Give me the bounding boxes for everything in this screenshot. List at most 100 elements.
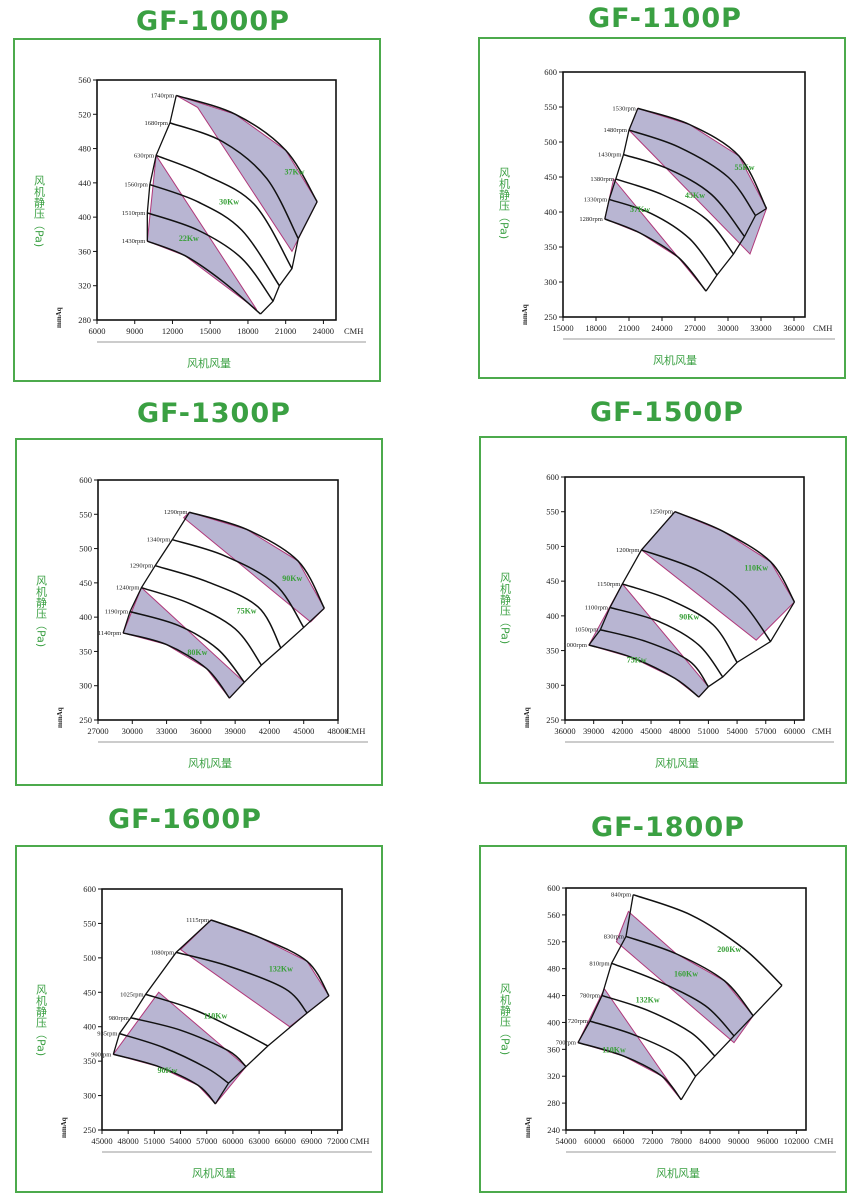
envelope-right (698, 601, 795, 698)
x-tick-label: 51000 (698, 726, 719, 736)
power-label: 90Kw (282, 574, 302, 583)
x-tick-label: 84000 (699, 1136, 720, 1146)
y-unit: mmAq (524, 1117, 532, 1138)
x-tick-label: 30000 (122, 726, 143, 736)
rpm-curve (154, 564, 282, 649)
chart-title: GF-1300P (137, 398, 291, 429)
plot-area (562, 71, 806, 318)
rpm-label: 1050rpm (575, 627, 598, 634)
x-tick-label: 15000 (552, 323, 573, 333)
x-tick-label: 66000 (613, 1136, 634, 1146)
rpm-label: 1150rpm (597, 581, 620, 588)
y-tick-label: 300 (544, 277, 557, 287)
rpm-label: 1430rpm (598, 152, 621, 159)
rpm-label: 1200rpm (616, 547, 639, 554)
y-tick-label: 300 (79, 681, 92, 691)
y-tick-label: 400 (78, 212, 91, 222)
rpm-curve (588, 644, 700, 698)
x-tick-label: 48000 (118, 1136, 139, 1146)
rpm-label: 1340rpm (147, 537, 170, 544)
chart-gf-1100p: 1280rpm 1330rpm 1380rpm 1430rpm 1480rpm 1530r… (498, 67, 835, 367)
y-tick-label: 600 (547, 883, 560, 893)
power-label: 90Kw (157, 1066, 177, 1075)
x-tick-label: 36000 (783, 323, 804, 333)
rpm-label: 630rpm (134, 152, 154, 159)
rpm-label: 1000rpm (563, 642, 586, 649)
rpm-curve (149, 183, 281, 287)
rpm-label: 1290rpm (130, 563, 153, 570)
y-tick-label: 450 (544, 172, 557, 182)
rpm-label: 1380rpm (590, 176, 613, 183)
x-tick-label: 66000 (275, 1136, 296, 1146)
rpm-curve (615, 178, 735, 255)
rpm-label: 1280rpm (579, 216, 602, 223)
y-axis-label: 风机静压（Pa) (499, 572, 512, 644)
rpm-curve (623, 153, 746, 237)
rpm-label: 980rpm (109, 1015, 129, 1022)
y-tick-label: 400 (79, 612, 92, 622)
x-axis-label: 风机风量 (188, 756, 232, 770)
y-tick-label: 280 (547, 1098, 560, 1108)
y-unit: mmAq (55, 307, 63, 328)
power-label: 75Kw (237, 607, 257, 616)
y-unit: mmAq (523, 707, 531, 728)
y-tick-label: 450 (79, 578, 92, 588)
rpm-curve (141, 586, 263, 666)
y-axis-label: 风机静压（Pa) (35, 575, 48, 647)
y-tick-label: 240 (547, 1125, 560, 1135)
y-tick-label: 350 (83, 1056, 96, 1066)
y-tick-label: 350 (546, 646, 559, 656)
x-unit: CMH (350, 1136, 369, 1146)
y-tick-label: 360 (78, 246, 91, 256)
y-tick-label: 320 (78, 281, 91, 291)
rpm-label: 1560rpm (124, 182, 147, 189)
rpm-curve (113, 1053, 217, 1105)
y-tick-label: 350 (79, 646, 92, 656)
rpm-curve (147, 212, 274, 302)
envelope-right (705, 207, 767, 292)
rpm-curve (589, 1020, 697, 1077)
x-tick-label: 18000 (585, 323, 606, 333)
envelope-right (228, 607, 325, 699)
y-tick-label: 450 (546, 576, 559, 586)
y-tick-label: 480 (78, 144, 91, 154)
envelope-left (146, 95, 177, 242)
y-tick-label: 600 (544, 67, 557, 77)
rpm-curve (641, 549, 772, 642)
envelope-left (122, 511, 190, 634)
y-tick-label: 520 (78, 109, 91, 119)
y-tick-label: 600 (83, 884, 96, 894)
y-tick-label: 550 (79, 509, 92, 519)
rpm-curve (600, 629, 710, 688)
power-label: 110Kw (602, 1046, 626, 1055)
x-tick-label: 54000 (726, 726, 747, 736)
power-label: 37Kw (284, 167, 304, 176)
rpm-curve (577, 1041, 682, 1101)
power-label: 110Kw (204, 1011, 228, 1020)
rpm-curve (625, 935, 754, 1017)
x-tick-label: 63000 (248, 1136, 269, 1146)
rpm-curve (130, 1017, 247, 1068)
x-tick-label: 48000 (327, 726, 348, 736)
rpm-label: 1680rpm (144, 120, 167, 127)
x-tick-label: 21000 (275, 326, 296, 336)
rpm-label: 1100rpm (585, 605, 608, 612)
rpm-curve (122, 632, 231, 699)
x-tick-label: 18000 (237, 326, 258, 336)
x-tick-label: 45000 (91, 1136, 112, 1146)
y-unit: mmAq (60, 1117, 68, 1138)
x-tick-label: 54000 (170, 1136, 191, 1146)
y-tick-label: 400 (544, 207, 557, 217)
rpm-label: 1190rpm (105, 609, 128, 616)
x-tick-label: 30000 (717, 323, 738, 333)
rpm-curve (155, 154, 293, 269)
rpm-curve (622, 583, 738, 663)
y-tick-label: 560 (547, 910, 560, 920)
x-tick-label: 15000 (200, 326, 221, 336)
x-tick-label: 9000 (126, 326, 143, 336)
x-tick-label: 39000 (225, 726, 246, 736)
x-tick-label: 39000 (583, 726, 604, 736)
rpm-curve (169, 122, 299, 239)
x-tick-label: 24000 (651, 323, 672, 333)
y-tick-label: 440 (547, 991, 560, 1001)
